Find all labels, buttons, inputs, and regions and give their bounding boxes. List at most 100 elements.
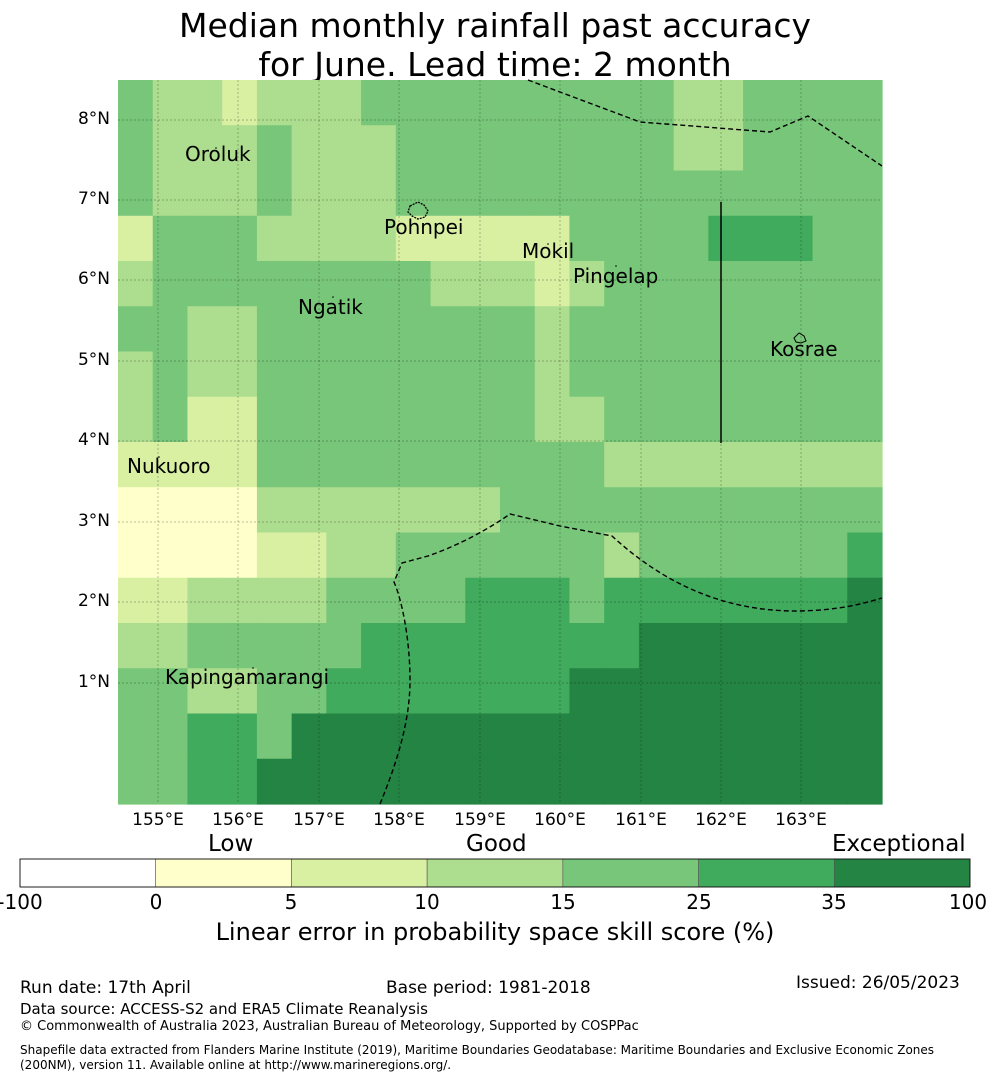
grid-cell (395, 487, 432, 534)
grid-cell (222, 577, 258, 624)
grid-cell (777, 577, 814, 624)
grid-cell (430, 261, 466, 307)
grid-cell (812, 215, 848, 262)
lon-tick-159e: 159°E (454, 810, 506, 830)
colorbar-tick: 15 (550, 890, 576, 914)
grid-cell (326, 215, 362, 262)
grid-cell (569, 306, 605, 353)
grid-cell (187, 532, 223, 579)
grid-cell (118, 577, 154, 624)
grid-cell (361, 215, 397, 262)
grid-cell (812, 261, 848, 307)
grid-cell (569, 713, 605, 760)
grid-cell (326, 351, 362, 398)
grid-cell (395, 668, 432, 715)
grid-cell (187, 351, 223, 398)
place-label-kosrae: Kosrae (770, 337, 838, 361)
colorbar-frame (19, 858, 971, 888)
grid-cell (222, 170, 258, 217)
base-period: Base period: 1981-2018 (386, 978, 591, 998)
grid-cell (673, 351, 709, 398)
grid-cell (152, 442, 189, 488)
grid-cell (812, 713, 848, 760)
grid-cell (673, 215, 709, 262)
grid-cell (638, 442, 675, 488)
grid-cell (534, 758, 571, 805)
grid-cell (222, 487, 258, 534)
grid-cell (465, 623, 501, 669)
grid-cell (534, 577, 571, 624)
grid-cell (673, 125, 709, 172)
grid-cell (361, 261, 397, 307)
grid-cell (430, 215, 466, 262)
grid-cell (152, 668, 189, 715)
grid-cell (465, 261, 501, 307)
grid-cell (256, 396, 293, 443)
grid-cell (777, 623, 814, 669)
grid-cell (638, 396, 675, 443)
grid-cell (395, 442, 432, 488)
grid-cell (326, 577, 362, 624)
grid-cell (187, 577, 223, 624)
grid-cell (152, 487, 189, 534)
chart-title-line1: Median monthly rainfall past accuracy (178, 6, 812, 45)
grid-cell (847, 261, 883, 307)
grid-cell (291, 170, 327, 217)
grid-cell (604, 351, 640, 398)
grid-cell (777, 713, 814, 760)
mokil-marker (547, 243, 549, 245)
lat-tick-3n: 3°N (77, 511, 110, 531)
grid-cell (847, 442, 883, 488)
grid-cell (847, 80, 883, 126)
grid-cell (152, 215, 189, 262)
copyright: © Commonwealth of Australia 2023, Austra… (20, 1019, 639, 1034)
eez-boundaries (379, 79, 883, 805)
grid-cell (118, 170, 154, 217)
grid-cell (222, 713, 258, 760)
grid-cell (777, 261, 814, 307)
grid-cell (847, 577, 883, 624)
grid-cell (812, 577, 848, 624)
grid-cell (569, 261, 605, 307)
grid-cell (673, 261, 709, 307)
grid-cell (847, 351, 883, 398)
grid-cell (743, 215, 779, 262)
grid-cell (604, 80, 640, 126)
colorbar-tick: 25 (686, 890, 712, 914)
grid-cell (326, 442, 362, 488)
lon-tick-158e: 158°E (373, 810, 425, 830)
grid-cell (743, 532, 779, 579)
grid-cell (569, 125, 605, 172)
grid-cell (291, 532, 327, 579)
grid-cell (256, 125, 293, 172)
grid-cell (291, 125, 327, 172)
grid-cell (465, 713, 501, 760)
grid-cell (847, 623, 883, 669)
grid-cell (152, 170, 189, 217)
grid-cell (847, 125, 883, 172)
grid-cell (465, 170, 501, 217)
grid-cell (847, 668, 883, 715)
grid-cell (395, 758, 432, 805)
grid-cell (361, 306, 397, 353)
grid-cell (222, 306, 258, 353)
grid-cell (118, 261, 154, 307)
grid-cell (777, 351, 814, 398)
nukuoro-marker (158, 456, 160, 458)
grid-cell (812, 396, 848, 443)
grid-cell (256, 487, 293, 534)
grid-cell (500, 713, 536, 760)
grid-cell (534, 125, 571, 172)
colorbar-label-good: Good (466, 831, 527, 857)
grid-cell (187, 306, 223, 353)
grid-cell (604, 577, 640, 624)
grid-cell (430, 125, 466, 172)
grid-cell (465, 577, 501, 624)
grid-cell (291, 713, 327, 760)
grid-cell (187, 758, 223, 805)
chart-title-line2: for June. Lead time: 2 month (258, 45, 732, 84)
grid-cell (847, 758, 883, 805)
grid-cell (743, 442, 779, 488)
grid-cell (777, 80, 814, 126)
